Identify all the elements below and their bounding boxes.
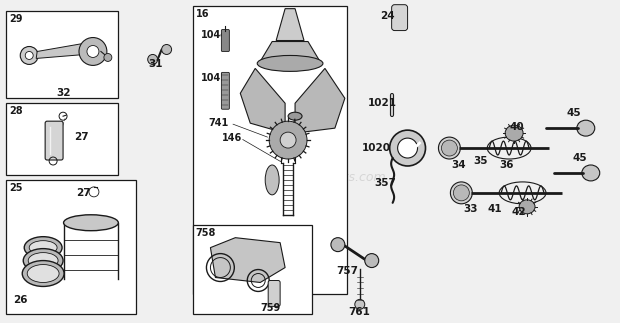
Text: 1021: 1021: [368, 98, 397, 108]
Ellipse shape: [519, 200, 535, 214]
Circle shape: [269, 121, 307, 159]
FancyBboxPatch shape: [221, 30, 229, 51]
Ellipse shape: [27, 265, 59, 283]
Text: 1044: 1044: [200, 29, 228, 39]
Circle shape: [148, 55, 157, 64]
Text: 29: 29: [9, 14, 23, 24]
Ellipse shape: [22, 261, 64, 287]
Circle shape: [365, 254, 379, 267]
Circle shape: [20, 47, 38, 64]
Circle shape: [355, 299, 365, 309]
Circle shape: [280, 132, 296, 148]
Text: 36: 36: [499, 160, 514, 170]
Text: 757: 757: [336, 266, 358, 276]
Text: 41: 41: [487, 204, 502, 214]
Polygon shape: [210, 238, 285, 283]
Text: 31: 31: [149, 59, 163, 69]
FancyBboxPatch shape: [392, 5, 407, 31]
Ellipse shape: [64, 215, 118, 231]
Circle shape: [162, 45, 172, 55]
Text: 34: 34: [451, 160, 466, 170]
Text: 42: 42: [511, 207, 526, 217]
Text: 16: 16: [195, 9, 209, 19]
Polygon shape: [295, 68, 345, 133]
Text: 27: 27: [74, 132, 89, 142]
Text: eReplacementParts.com: eReplacementParts.com: [234, 172, 386, 184]
Polygon shape: [260, 42, 320, 61]
Circle shape: [331, 238, 345, 252]
Ellipse shape: [288, 112, 302, 120]
FancyBboxPatch shape: [221, 72, 229, 109]
Text: 32: 32: [56, 88, 71, 98]
Text: 758: 758: [195, 228, 216, 238]
Text: 45: 45: [567, 108, 582, 118]
Ellipse shape: [265, 165, 279, 195]
Text: 357: 357: [374, 178, 397, 188]
Circle shape: [79, 37, 107, 66]
Ellipse shape: [438, 137, 461, 159]
Text: 45: 45: [573, 153, 588, 163]
Text: 24: 24: [379, 11, 394, 21]
Text: 33: 33: [463, 204, 478, 214]
Text: 26: 26: [13, 296, 28, 306]
Text: 35: 35: [473, 156, 488, 166]
Text: 761: 761: [348, 307, 370, 318]
Text: 146: 146: [223, 133, 242, 143]
Text: 40: 40: [509, 122, 524, 132]
Circle shape: [389, 130, 425, 166]
FancyBboxPatch shape: [268, 280, 280, 307]
Ellipse shape: [29, 241, 57, 255]
Bar: [192, 225, 312, 314]
Ellipse shape: [505, 125, 523, 141]
Text: 28: 28: [9, 106, 23, 116]
Ellipse shape: [577, 120, 595, 136]
Bar: [6, 11, 118, 98]
Text: 759: 759: [260, 303, 280, 313]
Polygon shape: [241, 68, 285, 133]
Ellipse shape: [441, 140, 458, 156]
Circle shape: [104, 54, 112, 61]
Ellipse shape: [29, 253, 58, 268]
Ellipse shape: [453, 185, 469, 201]
Text: 27: 27: [76, 188, 91, 198]
Circle shape: [25, 51, 33, 59]
Circle shape: [397, 138, 417, 158]
Ellipse shape: [24, 237, 62, 259]
Polygon shape: [276, 9, 304, 40]
Bar: [6, 180, 136, 314]
Text: 1045: 1045: [200, 73, 228, 83]
Ellipse shape: [450, 182, 472, 204]
FancyBboxPatch shape: [45, 121, 63, 160]
Ellipse shape: [23, 249, 63, 273]
Polygon shape: [36, 44, 85, 58]
Text: 1020: 1020: [362, 143, 391, 153]
Circle shape: [87, 46, 99, 57]
Text: 741: 741: [208, 118, 229, 128]
Ellipse shape: [582, 165, 600, 181]
Bar: [192, 6, 347, 295]
Text: 25: 25: [9, 183, 23, 193]
Bar: [6, 103, 118, 175]
Ellipse shape: [257, 56, 323, 71]
